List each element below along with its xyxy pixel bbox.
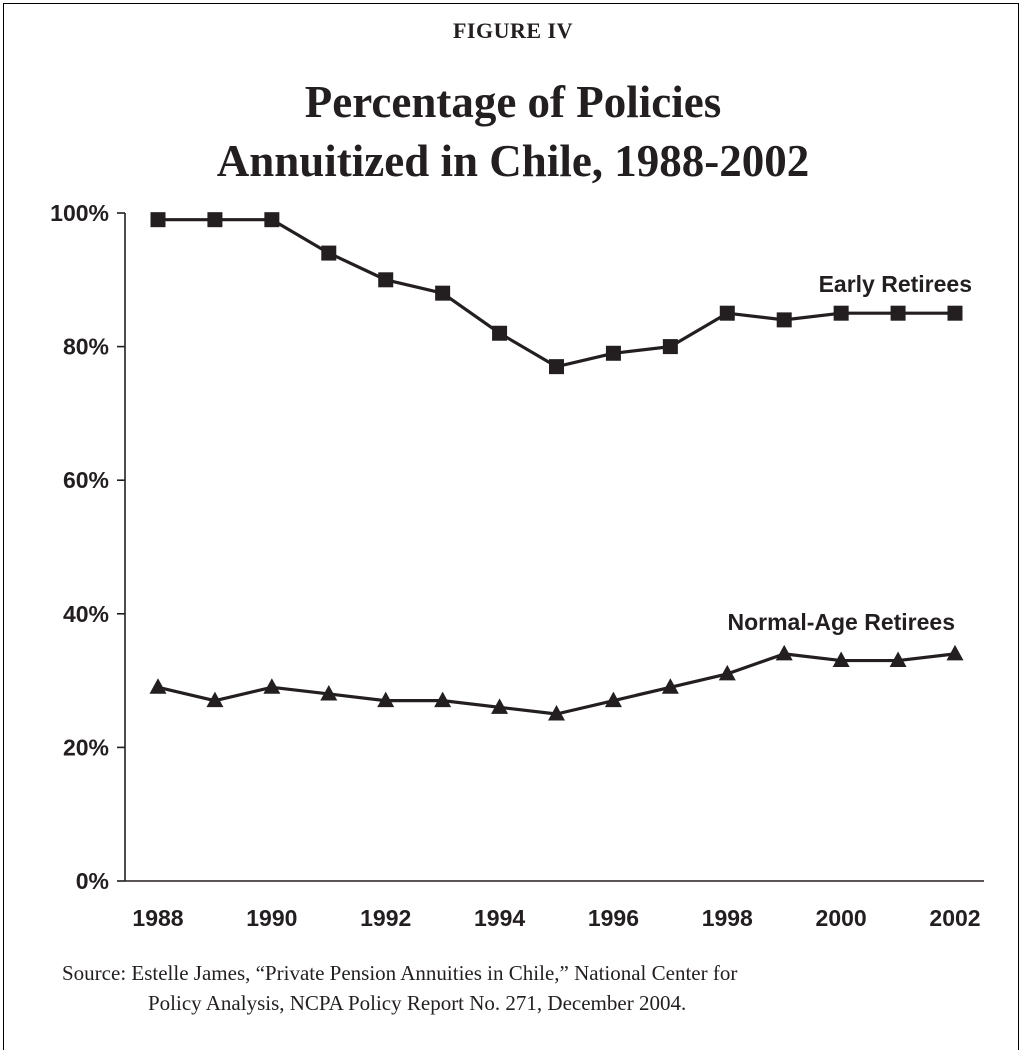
- data-point-triangle: [718, 664, 736, 681]
- data-point-triangle: [491, 698, 509, 714]
- data-point-square: [719, 305, 735, 321]
- x-tick-label: 1998: [702, 905, 753, 931]
- data-point-triangle: [263, 678, 281, 694]
- y-tick-label: 60%: [63, 467, 109, 493]
- data-point-triangle: [775, 644, 793, 661]
- data-point-square: [890, 305, 906, 321]
- source-line-2: Policy Analysis, NCPA Policy Report No. …: [148, 991, 687, 1015]
- chart-axes: [124, 213, 984, 882]
- data-point-square: [207, 212, 223, 228]
- data-point-triangle: [661, 678, 679, 694]
- figure-label: FIGURE IV: [452, 18, 573, 43]
- series-markers: [149, 212, 964, 721]
- x-tick-label: 1990: [246, 905, 297, 931]
- x-tick-label: 1994: [474, 905, 525, 931]
- data-point-triangle: [320, 684, 338, 701]
- y-tick-label: 80%: [63, 334, 109, 360]
- chart-title-line-1: Percentage of Policies: [304, 77, 722, 127]
- x-axis-ticks: 1988 1990 1992 1994 1996 1998 2000 2002: [132, 905, 980, 931]
- x-tick-label: 1996: [588, 905, 639, 931]
- data-point-triangle: [946, 644, 964, 661]
- series-label-early-retirees: Early Retirees: [819, 271, 972, 297]
- data-point-square: [605, 345, 621, 361]
- source-note: Source: Estelle James, “Private Pension …: [62, 958, 1002, 1018]
- series-labels: Early Retirees Normal-Age Retirees: [727, 271, 972, 635]
- y-tick-label: 40%: [63, 601, 109, 627]
- x-tick-label: 1988: [132, 905, 183, 931]
- y-axis-ticks: 0% 20% 40% 60% 80% 100%: [50, 200, 125, 894]
- x-tick-label: 2002: [929, 905, 980, 931]
- x-tick-label: 2000: [816, 905, 867, 931]
- data-point-triangle: [149, 678, 167, 694]
- data-point-square: [492, 325, 508, 341]
- data-point-square: [833, 305, 849, 321]
- data-point-triangle: [604, 691, 622, 708]
- data-point-square: [435, 285, 451, 301]
- data-point-triangle: [206, 691, 224, 708]
- data-point-triangle: [434, 691, 452, 708]
- data-point-square: [321, 245, 337, 261]
- y-tick-label: 100%: [50, 200, 109, 226]
- y-tick-label: 0%: [76, 868, 109, 894]
- data-point-square: [150, 212, 166, 228]
- data-point-triangle: [889, 651, 907, 668]
- data-point-square: [264, 212, 280, 228]
- y-tick-label: 20%: [63, 734, 109, 760]
- chart-title-line-2: Annuitized in Chile, 1988-2002: [216, 136, 810, 186]
- data-point-square: [378, 272, 394, 288]
- series-label-normal-age-retirees: Normal-Age Retirees: [727, 609, 955, 635]
- x-tick-label: 1992: [360, 905, 411, 931]
- data-point-triangle: [548, 705, 565, 721]
- data-point-square: [776, 312, 792, 328]
- data-point-square: [549, 359, 564, 375]
- source-line-1: Source: Estelle James, “Private Pension …: [62, 961, 738, 985]
- figure-frame: [3, 3, 1019, 1050]
- data-point-square: [947, 305, 963, 321]
- data-point-triangle: [377, 691, 395, 708]
- data-point-triangle: [832, 651, 850, 668]
- data-point-square: [662, 339, 678, 355]
